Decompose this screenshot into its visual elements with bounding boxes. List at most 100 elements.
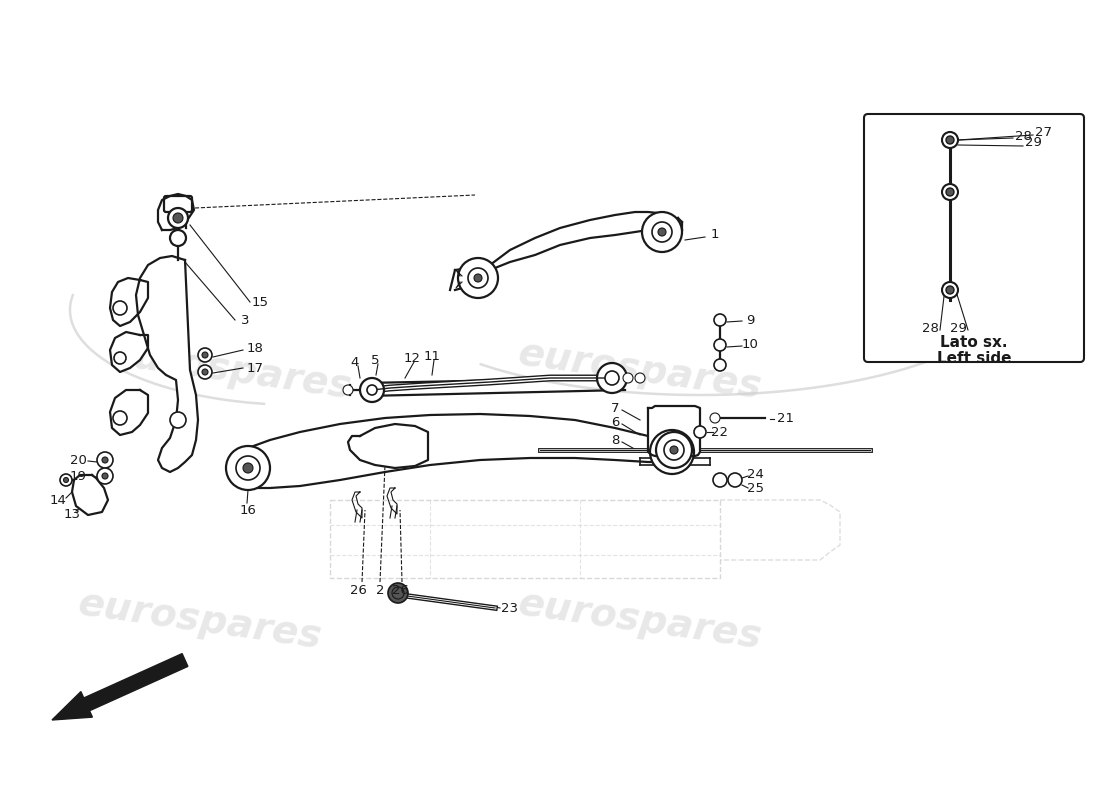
Circle shape bbox=[946, 188, 954, 196]
Polygon shape bbox=[52, 654, 188, 720]
FancyBboxPatch shape bbox=[164, 196, 192, 212]
Text: eurospares: eurospares bbox=[516, 334, 764, 406]
Text: 24: 24 bbox=[747, 469, 763, 482]
Text: eurospares: eurospares bbox=[76, 584, 324, 656]
Circle shape bbox=[468, 268, 488, 288]
Text: 18: 18 bbox=[246, 342, 263, 354]
Circle shape bbox=[113, 411, 127, 425]
Polygon shape bbox=[110, 332, 148, 372]
Polygon shape bbox=[136, 256, 198, 472]
Circle shape bbox=[942, 132, 958, 148]
Circle shape bbox=[635, 373, 645, 383]
Circle shape bbox=[658, 228, 666, 236]
Circle shape bbox=[60, 474, 72, 486]
Circle shape bbox=[202, 369, 208, 375]
Text: 21: 21 bbox=[777, 411, 793, 425]
Circle shape bbox=[650, 430, 694, 474]
Polygon shape bbox=[110, 390, 148, 435]
Circle shape bbox=[946, 136, 954, 144]
Circle shape bbox=[713, 473, 727, 487]
Circle shape bbox=[243, 463, 253, 473]
Text: 3: 3 bbox=[241, 314, 250, 326]
Text: 19: 19 bbox=[69, 470, 87, 482]
Polygon shape bbox=[472, 212, 668, 280]
Circle shape bbox=[360, 378, 384, 402]
Circle shape bbox=[168, 208, 188, 228]
Text: 13: 13 bbox=[64, 509, 80, 522]
Text: 8: 8 bbox=[610, 434, 619, 446]
Circle shape bbox=[102, 473, 108, 479]
Circle shape bbox=[236, 456, 260, 480]
Circle shape bbox=[656, 432, 692, 468]
Text: 4: 4 bbox=[351, 355, 360, 369]
Text: 10: 10 bbox=[741, 338, 758, 351]
Circle shape bbox=[113, 301, 127, 315]
Circle shape bbox=[392, 587, 404, 599]
Text: 5: 5 bbox=[371, 354, 380, 366]
Polygon shape bbox=[110, 278, 148, 326]
Circle shape bbox=[198, 348, 212, 362]
Text: 26: 26 bbox=[392, 583, 408, 597]
Circle shape bbox=[694, 426, 706, 438]
Text: Lato sx.: Lato sx. bbox=[940, 335, 1008, 350]
Text: 22: 22 bbox=[712, 426, 728, 438]
Circle shape bbox=[597, 363, 627, 393]
Text: Left side: Left side bbox=[937, 351, 1011, 366]
Circle shape bbox=[170, 412, 186, 428]
Polygon shape bbox=[248, 414, 672, 488]
Circle shape bbox=[670, 446, 678, 454]
Circle shape bbox=[642, 212, 682, 252]
Circle shape bbox=[714, 359, 726, 371]
Text: 6: 6 bbox=[610, 417, 619, 430]
Circle shape bbox=[946, 286, 954, 294]
Text: 27: 27 bbox=[1034, 126, 1052, 139]
Text: 1: 1 bbox=[711, 229, 719, 242]
Circle shape bbox=[97, 468, 113, 484]
Circle shape bbox=[226, 446, 270, 490]
Text: 17: 17 bbox=[246, 362, 264, 374]
Circle shape bbox=[202, 352, 208, 358]
Text: eurospares: eurospares bbox=[516, 584, 764, 656]
Text: 28: 28 bbox=[1014, 130, 1032, 142]
Text: 23: 23 bbox=[502, 602, 518, 614]
Text: 29: 29 bbox=[949, 322, 967, 334]
Circle shape bbox=[343, 385, 353, 395]
Text: 16: 16 bbox=[240, 503, 256, 517]
Circle shape bbox=[942, 184, 958, 200]
Polygon shape bbox=[348, 424, 428, 468]
Circle shape bbox=[64, 478, 68, 482]
Circle shape bbox=[652, 222, 672, 242]
Text: 9: 9 bbox=[746, 314, 755, 326]
Circle shape bbox=[728, 473, 743, 487]
Text: eurospares: eurospares bbox=[106, 334, 354, 406]
Text: 25: 25 bbox=[747, 482, 763, 494]
Text: 20: 20 bbox=[69, 454, 87, 466]
Text: 26: 26 bbox=[350, 583, 366, 597]
Circle shape bbox=[102, 457, 108, 463]
Circle shape bbox=[97, 452, 113, 468]
Circle shape bbox=[198, 365, 212, 379]
Circle shape bbox=[667, 447, 676, 457]
Text: 7: 7 bbox=[610, 402, 619, 414]
Text: 11: 11 bbox=[424, 350, 440, 362]
Polygon shape bbox=[648, 406, 700, 456]
Circle shape bbox=[714, 339, 726, 351]
Circle shape bbox=[474, 274, 482, 282]
Circle shape bbox=[623, 373, 632, 383]
Circle shape bbox=[458, 258, 498, 298]
Circle shape bbox=[173, 213, 183, 223]
Text: 28: 28 bbox=[922, 322, 938, 334]
Circle shape bbox=[388, 583, 408, 603]
Text: 2: 2 bbox=[376, 583, 384, 597]
Circle shape bbox=[714, 314, 726, 326]
Text: 12: 12 bbox=[404, 351, 420, 365]
Polygon shape bbox=[158, 194, 194, 230]
Circle shape bbox=[605, 371, 619, 385]
Text: 14: 14 bbox=[50, 494, 66, 506]
FancyBboxPatch shape bbox=[864, 114, 1084, 362]
Circle shape bbox=[114, 352, 126, 364]
Polygon shape bbox=[72, 475, 108, 515]
Text: 15: 15 bbox=[252, 295, 268, 309]
Circle shape bbox=[710, 413, 720, 423]
Circle shape bbox=[367, 385, 377, 395]
